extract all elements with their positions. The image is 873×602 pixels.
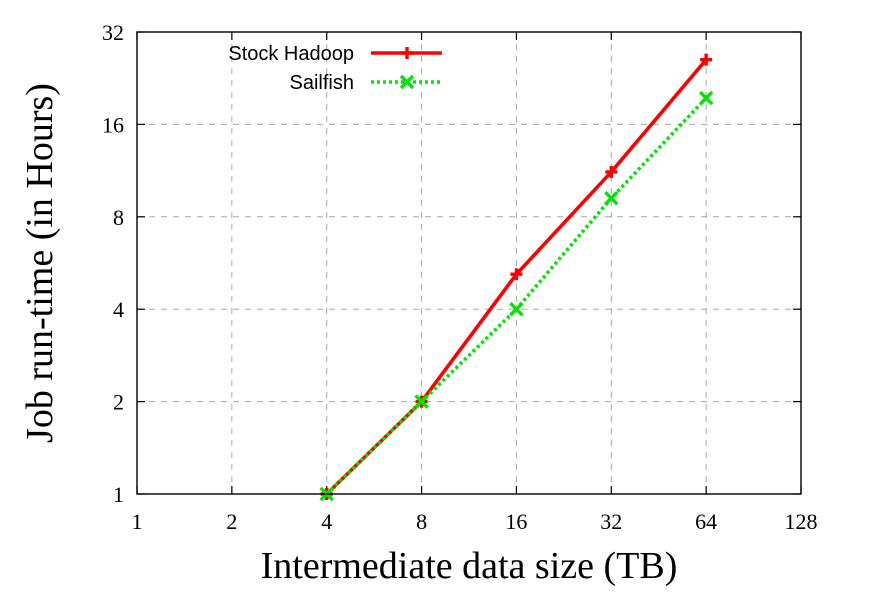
legend: Stock Hadoop Sailfish: [228, 43, 442, 94]
data-point-sailfish: [698, 90, 714, 106]
y-tick-label: 16: [102, 112, 124, 137]
x-tick-label: 128: [785, 509, 818, 534]
x-tick-label: 32: [600, 509, 622, 534]
x-tick-label: 64: [695, 509, 717, 534]
data-point-stock-hadoop: [510, 268, 523, 281]
legend-marker-sailfish: [399, 74, 415, 90]
x-tick-labels: 1 2 4 8 16 32 64 128: [132, 509, 818, 534]
y-axis-title: Job run-time (in Hours): [19, 83, 61, 443]
legend-label-sailfish: Sailfish: [290, 72, 354, 94]
x-tick-label: 4: [321, 509, 332, 534]
legend-label-stock-hadoop: Stock Hadoop: [228, 43, 354, 65]
x-tick-label: 2: [226, 509, 237, 534]
x-tick-label: 16: [505, 509, 527, 534]
series-sailfish: [319, 90, 714, 502]
x-axis-title: Intermediate data size (TB): [261, 545, 678, 587]
x-tick-label: 1: [132, 509, 143, 534]
data-point-stock-hadoop: [605, 165, 618, 178]
data-point-stock-hadoop: [700, 53, 713, 66]
y-tick-labels: 1 2 4 8 16 32: [102, 20, 124, 507]
grid-lines: [137, 32, 801, 494]
data-point-sailfish: [414, 394, 429, 409]
legend-marker-stock-hadoop: [401, 47, 413, 59]
data-point-sailfish: [604, 190, 619, 206]
x-tick-label: 8: [416, 509, 427, 534]
y-tick-label: 1: [113, 482, 124, 507]
y-tick-label: 32: [102, 20, 124, 45]
y-tick-label: 2: [113, 390, 124, 415]
data-point-sailfish: [509, 301, 524, 317]
plot-frame: [136, 31, 802, 495]
y-tick-label: 4: [113, 297, 124, 322]
y-tick-label: 8: [113, 205, 124, 230]
